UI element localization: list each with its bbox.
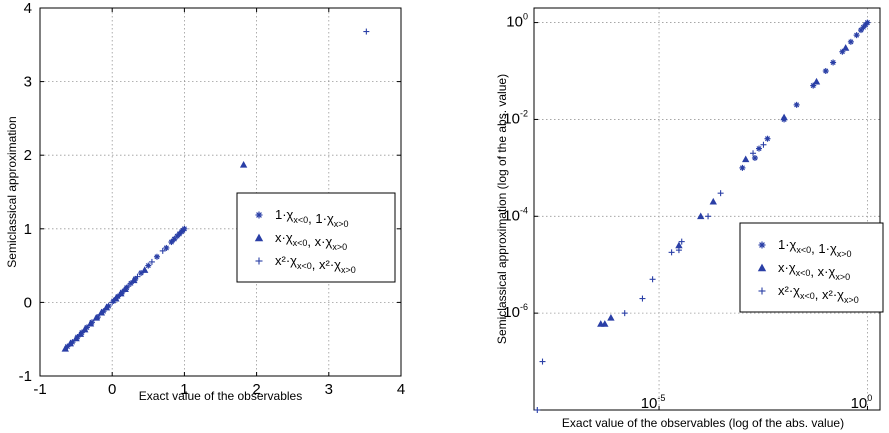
data-point-plus: [675, 247, 682, 254]
data-point-triangle: [66, 339, 75, 347]
data-point-plus: [539, 358, 546, 365]
data-point-triangle: [81, 325, 89, 333]
data-point-star: [181, 225, 188, 232]
data-point-star: [830, 59, 837, 66]
data-point-plus: [363, 28, 370, 35]
data-point-triangle: [742, 155, 750, 163]
data-point-star: [751, 154, 758, 161]
data-point-plus: [170, 236, 177, 243]
data-point-star: [793, 101, 800, 108]
legend-label-star: 1·χx<0, 1·χx>0: [275, 207, 349, 229]
y-tick-label: 0: [24, 294, 32, 311]
x-axis-label: Exact value of the observables (log of t…: [562, 416, 844, 430]
data-point-star: [138, 269, 145, 276]
x-tick-label: 1: [180, 381, 188, 398]
x-tick-label: 4: [397, 381, 405, 398]
data-point-plus: [705, 213, 712, 220]
data-point-triangle: [72, 334, 80, 342]
legend-marker-plus: [758, 287, 766, 295]
data-point-triangle: [97, 308, 106, 316]
data-point-triangle: [601, 320, 609, 327]
data-point-plus: [750, 150, 757, 157]
data-point-plus: [113, 294, 120, 301]
y-tick-label: 1: [24, 221, 32, 238]
data-point-triangle: [141, 266, 149, 273]
data-point-plus: [177, 229, 184, 236]
data-point-triangle: [812, 77, 821, 85]
legend-marker-star: [255, 211, 263, 219]
legend-marker-star: [758, 241, 766, 249]
data-point-plus: [668, 249, 675, 256]
x-tick-label: -1: [33, 381, 46, 398]
data-point-plus: [639, 295, 646, 302]
data-point-plus: [621, 310, 628, 317]
data-point-plus: [116, 292, 123, 299]
data-point-triangle: [841, 44, 850, 51]
x-axis-label: Exact value of the observables: [139, 389, 302, 403]
legend-marker-triangle: [254, 233, 264, 242]
y-tick-label: 3: [24, 74, 32, 91]
y-axis-label: Semiclassical approximation (log of the …: [495, 74, 509, 344]
data-point-star: [153, 253, 160, 260]
y-tick-label: 4: [24, 0, 32, 17]
data-point-triangle: [130, 276, 138, 284]
data-point-triangle: [86, 319, 95, 327]
data-point-plus: [125, 283, 132, 290]
data-point-triangle: [92, 314, 100, 321]
y-tick-label: 2: [24, 147, 32, 164]
axes-frame: [533, 7, 881, 411]
data-point-triangle: [61, 344, 69, 352]
data-point-plus: [134, 273, 141, 280]
data-point-plus: [649, 276, 656, 283]
y-tick-label: -1: [19, 368, 32, 385]
data-point-star: [739, 164, 746, 171]
data-point-triangle: [709, 197, 717, 205]
x-tick-label: 100: [851, 393, 873, 412]
data-point-star: [764, 135, 771, 142]
data-point-triangle: [607, 314, 615, 321]
data-point-triangle: [239, 160, 248, 168]
data-point-triangle: [697, 212, 705, 220]
legend-label-star: 1·χx<0, 1·χx>0: [778, 237, 852, 259]
data-point-plus: [120, 288, 127, 295]
data-point-plus: [760, 141, 767, 148]
legend-marker-triangle: [757, 263, 767, 272]
data-point-plus: [678, 238, 685, 245]
data-point-plus: [534, 407, 541, 413]
data-point-plus: [148, 258, 155, 265]
data-point-triangle: [780, 113, 788, 121]
data-point-star: [755, 145, 762, 152]
data-point-plus: [159, 247, 166, 254]
x-tick-label: 2: [252, 381, 260, 398]
data-point-triangle: [102, 303, 111, 311]
legend-marker-plus: [255, 257, 263, 265]
data-point-star: [853, 32, 860, 39]
legend-box: [236, 192, 396, 283]
data-point-star: [163, 244, 170, 251]
y-axis-label: Semiclassical approximation: [5, 116, 19, 267]
x-tick-label: 0: [108, 381, 116, 398]
data-point-star: [822, 68, 829, 75]
axes-frame: [39, 7, 402, 377]
data-point-star: [145, 262, 152, 269]
y-tick-label: 100: [506, 12, 528, 31]
data-point-star: [847, 38, 854, 45]
x-tick-label: 3: [325, 381, 333, 398]
plot-area: [534, 8, 880, 410]
data-point-plus: [717, 190, 724, 197]
data-point-triangle: [76, 330, 85, 337]
data-point-star: [864, 19, 871, 26]
